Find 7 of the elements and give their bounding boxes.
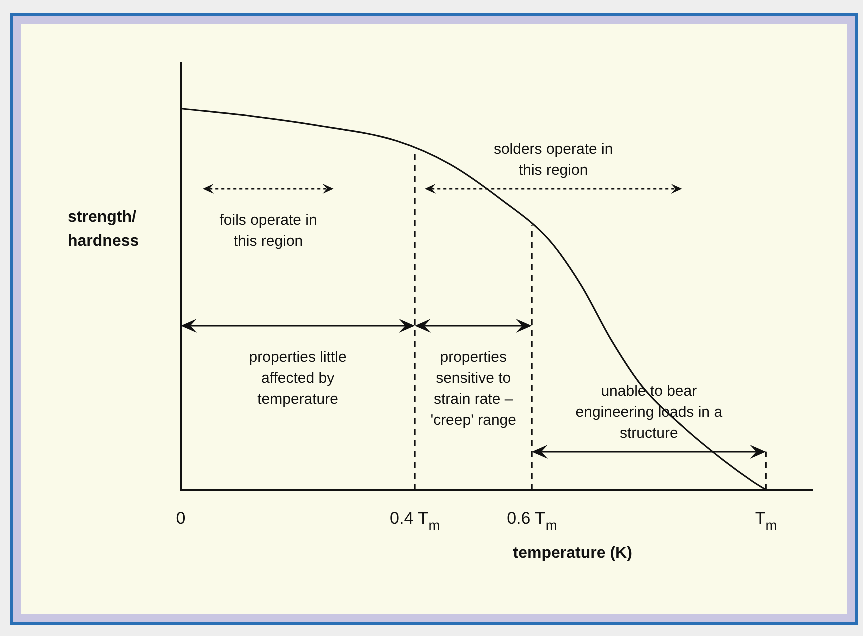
annotation: foils operate in this region — [220, 212, 318, 250]
y-axis-title: strength/ hardness — [68, 209, 140, 250]
annotation: solders operate in this region — [494, 140, 614, 179]
x-tick-label: 0 — [176, 509, 186, 528]
annotation: properties little affected by temperature — [249, 349, 347, 408]
x-axis-title: temperature (K) — [513, 545, 632, 562]
annotation: properties sensitive to strain rate – 'creep' range — [430, 349, 516, 430]
